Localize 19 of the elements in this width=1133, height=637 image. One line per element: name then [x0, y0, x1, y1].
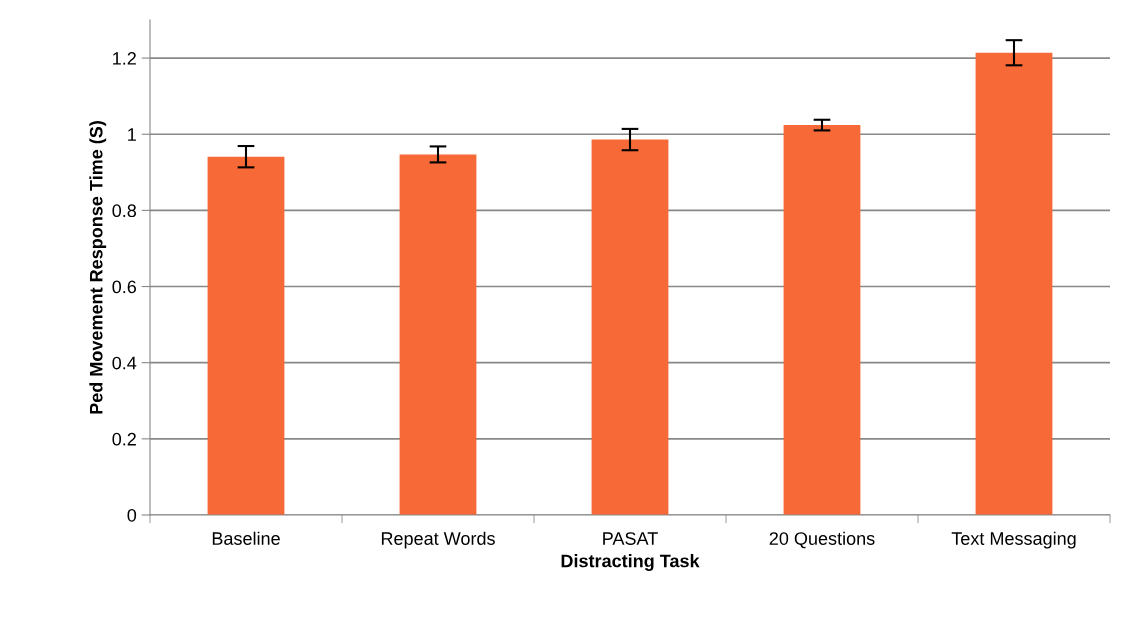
- y-tick-label: 1.2: [113, 52, 136, 65]
- y-tick-label: 0.2: [112, 432, 136, 446]
- x-tick-label: 20 Questions: [769, 531, 875, 549]
- x-tick-label: Text Messaging: [951, 531, 1076, 549]
- bar: [399, 154, 477, 515]
- bar: [207, 156, 285, 515]
- y-tick-label: 1: [128, 128, 136, 141]
- x-tick-label: PASAT: [603, 532, 658, 545]
- x-tick-label: Baseline: [212, 531, 280, 545]
- bar: [783, 125, 861, 515]
- y-tick-label: 0.8: [112, 204, 137, 218]
- y-axis-title: Ped Movement Response Time (S): [89, 121, 107, 414]
- y-tick-label: 0.4: [112, 356, 137, 370]
- y-tick-label: 0.6: [112, 280, 137, 294]
- y-tick-label: 0: [127, 508, 137, 522]
- bar: [591, 139, 669, 515]
- x-axis-title: Distracting Task: [561, 554, 700, 571]
- bar: [975, 52, 1053, 515]
- x-tick-label: Repeat Words: [381, 531, 495, 549]
